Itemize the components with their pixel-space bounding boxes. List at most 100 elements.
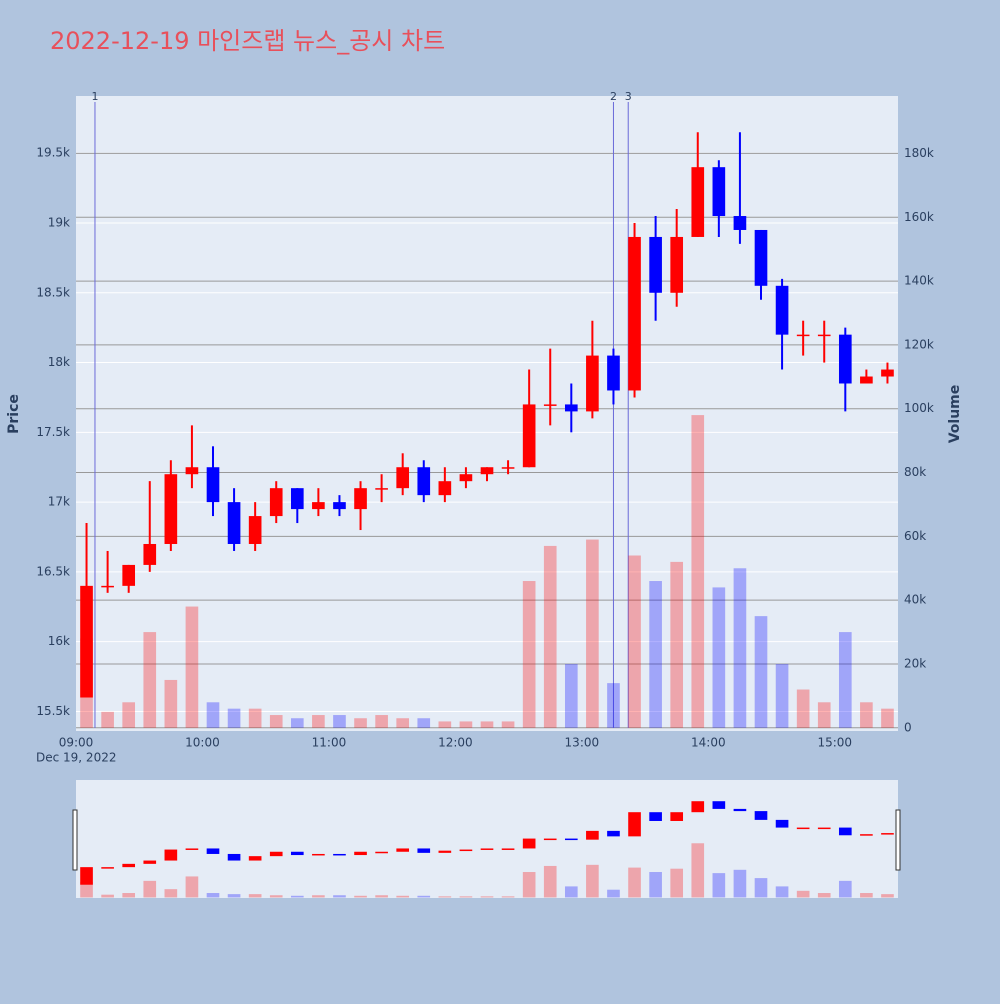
- mini-candle: [143, 860, 157, 864]
- mini-candle: [501, 848, 515, 850]
- y2-tick-label: 60k: [904, 529, 926, 543]
- mini-volume-bar: [586, 864, 599, 898]
- mini-volume-bar: [501, 896, 515, 898]
- mini-candle: [333, 853, 346, 856]
- x-date-label: Dec 19, 2022: [36, 751, 116, 765]
- volume-bar: [754, 616, 768, 728]
- y-tick-label: 16k: [48, 634, 70, 648]
- volume-bar: [712, 587, 726, 728]
- y2-tick-label: 0: [904, 720, 912, 734]
- volume-bar: [438, 721, 452, 728]
- mini-volume-bar: [206, 893, 220, 898]
- mini-candle: [80, 867, 93, 885]
- mini-volume-bar: [164, 889, 178, 898]
- slider-handle[interactable]: [72, 809, 78, 871]
- volume-bar: [396, 718, 410, 728]
- volume-bar: [164, 679, 178, 728]
- mini-candle: [227, 853, 241, 861]
- mini-volume-bar: [290, 895, 304, 898]
- candle-body: [543, 404, 557, 406]
- y-tick-label: 18.5k: [36, 285, 70, 299]
- slider-handle[interactable]: [895, 809, 901, 871]
- x-tick-label: 13:00: [565, 736, 600, 750]
- x-tick-label: 09:00: [59, 736, 94, 750]
- mini-volume-bar: [438, 896, 452, 898]
- candle-body: [796, 334, 810, 337]
- volume-bar: [480, 721, 494, 728]
- mini-candle: [564, 838, 578, 841]
- mini-candle: [775, 819, 789, 828]
- volume-bar: [417, 718, 431, 728]
- candle-body: [206, 467, 220, 503]
- y2-axis-title: Volume: [947, 385, 963, 444]
- mini-volume-bar: [543, 865, 557, 898]
- candle-body: [628, 236, 641, 391]
- mini-candle: [817, 827, 831, 830]
- mini-candle: [628, 812, 641, 837]
- mini-candle: [607, 830, 620, 837]
- candle-body: [670, 236, 684, 293]
- mini-volume-bar: [628, 867, 641, 898]
- candle-body: [269, 488, 283, 517]
- candle-body: [101, 585, 114, 588]
- candle-body: [649, 236, 662, 293]
- mini-volume-bar: [881, 894, 894, 898]
- y2-tick-label: 40k: [904, 593, 926, 607]
- candle-body: [143, 543, 157, 565]
- mini-candle: [396, 848, 410, 852]
- volume-bar: [248, 708, 262, 728]
- mini-volume-bar: [312, 895, 325, 898]
- mini-candle: [543, 838, 557, 841]
- mini-candle: [881, 833, 894, 835]
- candle-body: [712, 167, 726, 217]
- volume-bar: [733, 568, 747, 728]
- mini-volume-bar: [269, 895, 283, 898]
- mini-volume-bar: [649, 872, 662, 898]
- candle-body: [607, 355, 620, 391]
- mini-candle: [417, 848, 431, 853]
- mini-volume-bar: [248, 894, 262, 898]
- volume-bar: [354, 718, 367, 728]
- mini-candle: [459, 849, 473, 852]
- mini-candle: [649, 812, 662, 821]
- mini-volume-bar: [143, 880, 157, 898]
- mini-candle: [838, 827, 852, 836]
- mini-candle: [122, 863, 136, 868]
- news-marker-label: 2: [610, 90, 617, 103]
- mini-volume-bar: [712, 873, 726, 898]
- mini-volume-bar: [122, 893, 136, 898]
- volume-bar: [206, 702, 220, 728]
- volume-bar: [670, 561, 684, 728]
- news-marker-label: 1: [91, 90, 98, 103]
- volume-bar: [269, 715, 283, 728]
- candle-body: [691, 167, 705, 237]
- candle-body: [227, 502, 241, 544]
- mini-volume-bar: [817, 893, 831, 898]
- mini-candle: [733, 808, 747, 812]
- mini-volume-bar: [860, 893, 873, 898]
- candle-body: [248, 516, 262, 544]
- y-tick-label: 19.5k: [36, 146, 70, 160]
- mini-candle: [248, 856, 262, 861]
- range-slider[interactable]: [76, 780, 898, 898]
- volume-bar: [375, 715, 388, 728]
- volume-bar: [459, 721, 473, 728]
- candle-body: [185, 467, 199, 475]
- chart-title: 2022-12-19 마인즈랩 뉴스_공시 차트: [50, 27, 445, 55]
- volume-bar: [564, 663, 578, 728]
- volume-bar: [122, 702, 136, 728]
- volume-bar: [817, 702, 831, 728]
- candle-body: [817, 334, 831, 337]
- y-tick-label: 17.5k: [36, 425, 70, 439]
- mini-volume-bar: [354, 895, 367, 898]
- candle-body: [754, 229, 768, 286]
- mini-candle: [754, 811, 768, 820]
- volume-bar: [290, 718, 304, 728]
- y-axis-title: Price: [6, 394, 22, 434]
- mini-candle: [185, 848, 199, 850]
- mini-volume-bar: [754, 878, 768, 898]
- candle-body: [881, 369, 894, 377]
- x-tick-label: 11:00: [312, 736, 347, 750]
- candle-body: [417, 467, 431, 496]
- mini-candle: [522, 838, 536, 849]
